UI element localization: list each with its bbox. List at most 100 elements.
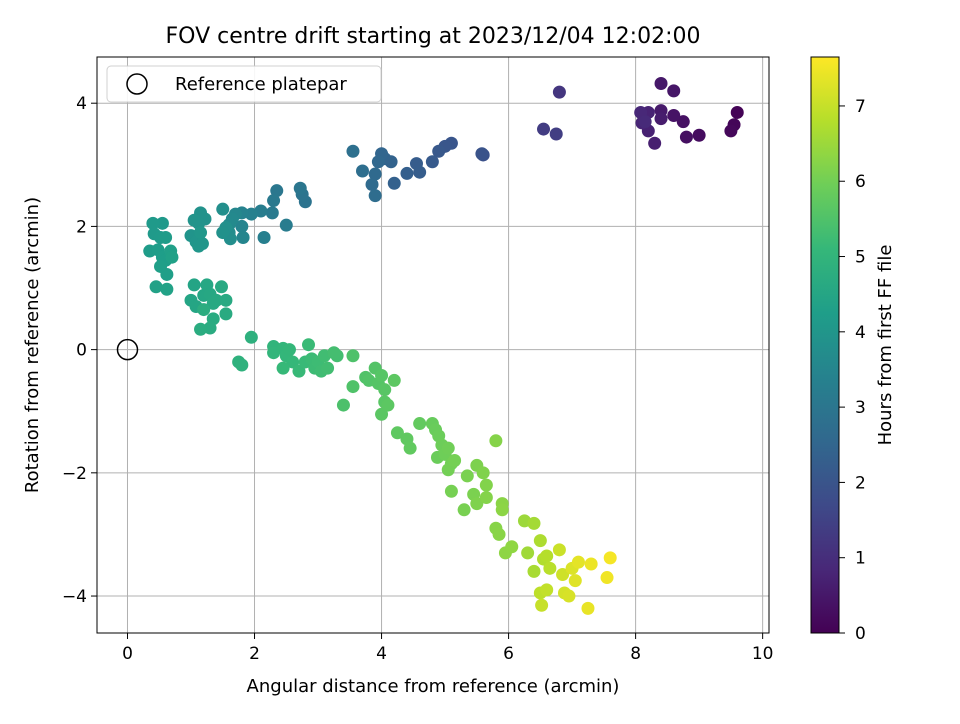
data-point xyxy=(257,231,271,245)
data-point xyxy=(441,441,455,455)
data-point xyxy=(527,564,541,578)
data-point xyxy=(470,497,484,511)
data-point xyxy=(403,441,417,455)
data-point xyxy=(159,231,173,245)
data-point xyxy=(552,85,566,99)
data-point xyxy=(270,184,284,198)
data-point xyxy=(489,434,503,448)
data-point xyxy=(387,373,401,387)
data-point xyxy=(368,167,382,181)
data-point xyxy=(355,164,369,178)
data-point xyxy=(667,109,681,123)
reference-platepar-marker xyxy=(116,338,139,361)
data-point xyxy=(346,380,360,394)
data-point xyxy=(302,338,316,352)
data-point xyxy=(267,194,281,208)
data-point xyxy=(676,115,690,129)
data-point xyxy=(390,426,404,440)
data-point xyxy=(492,527,506,541)
legend-open-circle-icon xyxy=(126,73,148,95)
data-point xyxy=(244,207,258,221)
y-tick-label: −4 xyxy=(62,587,87,607)
x-tick-label: 6 xyxy=(503,644,514,664)
data-point xyxy=(195,237,209,251)
data-point xyxy=(165,250,179,264)
colorbar-tick-label: 5 xyxy=(855,248,866,268)
y-axis: −4 −2 0 2 4 xyxy=(62,94,97,607)
data-point xyxy=(533,534,547,548)
data-point xyxy=(219,293,233,307)
data-point xyxy=(540,583,554,597)
data-point xyxy=(371,155,385,169)
data-point xyxy=(413,165,427,179)
data-point xyxy=(475,147,489,161)
data-point xyxy=(292,364,306,378)
data-point xyxy=(187,278,201,292)
reference-marker-layer xyxy=(116,338,139,361)
data-point xyxy=(479,490,493,504)
data-point xyxy=(540,549,554,563)
colorbar-tick-label: 3 xyxy=(855,398,866,418)
colorbar-tick-label: 1 xyxy=(855,549,866,569)
colorbar-tick-label: 7 xyxy=(855,97,866,117)
data-point xyxy=(155,216,169,230)
data-point xyxy=(552,543,566,557)
data-point xyxy=(375,407,389,421)
data-point xyxy=(679,130,693,144)
chart-title: FOV centre drift starting at 2023/12/04 … xyxy=(166,24,701,49)
data-point xyxy=(527,516,541,530)
data-point xyxy=(279,218,293,232)
data-point xyxy=(505,540,519,554)
plot-frame xyxy=(96,56,770,634)
data-point xyxy=(584,557,598,571)
colorbar: 0 1 2 3 4 5 6 7 Hours from first FF file xyxy=(810,56,896,644)
data-point xyxy=(244,330,258,344)
colorbar-gradient xyxy=(810,56,840,634)
data-point xyxy=(562,589,576,603)
data-point xyxy=(387,176,401,190)
data-point xyxy=(425,155,439,169)
data-point xyxy=(203,321,217,335)
data-point xyxy=(549,127,563,141)
data-point xyxy=(444,484,458,498)
data-point xyxy=(460,469,474,483)
colorbar-tick-label: 4 xyxy=(855,323,866,343)
colorbar-tick-label: 6 xyxy=(855,172,866,192)
data-point xyxy=(571,555,585,569)
data-point xyxy=(457,503,471,517)
data-point xyxy=(368,189,382,203)
y-tick-label: 2 xyxy=(76,217,87,237)
x-tick-label: 10 xyxy=(752,644,774,664)
data-point xyxy=(479,478,493,492)
data-point xyxy=(413,417,427,431)
data-point xyxy=(495,503,509,517)
data-point xyxy=(321,361,335,375)
x-tick-label: 4 xyxy=(376,644,387,664)
legend-box xyxy=(106,65,382,103)
grid-lines xyxy=(97,57,769,633)
data-point xyxy=(346,349,360,363)
colorbar-tick-label: 2 xyxy=(855,473,866,493)
data-point xyxy=(730,105,744,119)
data-point xyxy=(149,280,163,294)
y-tick-label: 4 xyxy=(76,94,87,114)
data-point xyxy=(603,551,617,565)
data-point xyxy=(209,293,223,307)
data-point xyxy=(537,122,551,136)
data-point xyxy=(600,571,614,585)
data-point xyxy=(214,280,228,294)
data-point xyxy=(448,454,462,468)
data-point xyxy=(378,383,392,397)
colorbar-label: Hours from first FF file xyxy=(875,245,896,446)
x-tick-label: 8 xyxy=(630,644,641,664)
data-point xyxy=(400,166,414,180)
data-point xyxy=(556,567,570,581)
x-axis-label: Angular distance from reference (arcmin) xyxy=(247,676,620,697)
data-point xyxy=(216,226,230,240)
legend-label: Reference platepar xyxy=(175,74,347,95)
data-point xyxy=(476,466,490,480)
data-point xyxy=(282,343,296,357)
data-point xyxy=(327,346,341,360)
